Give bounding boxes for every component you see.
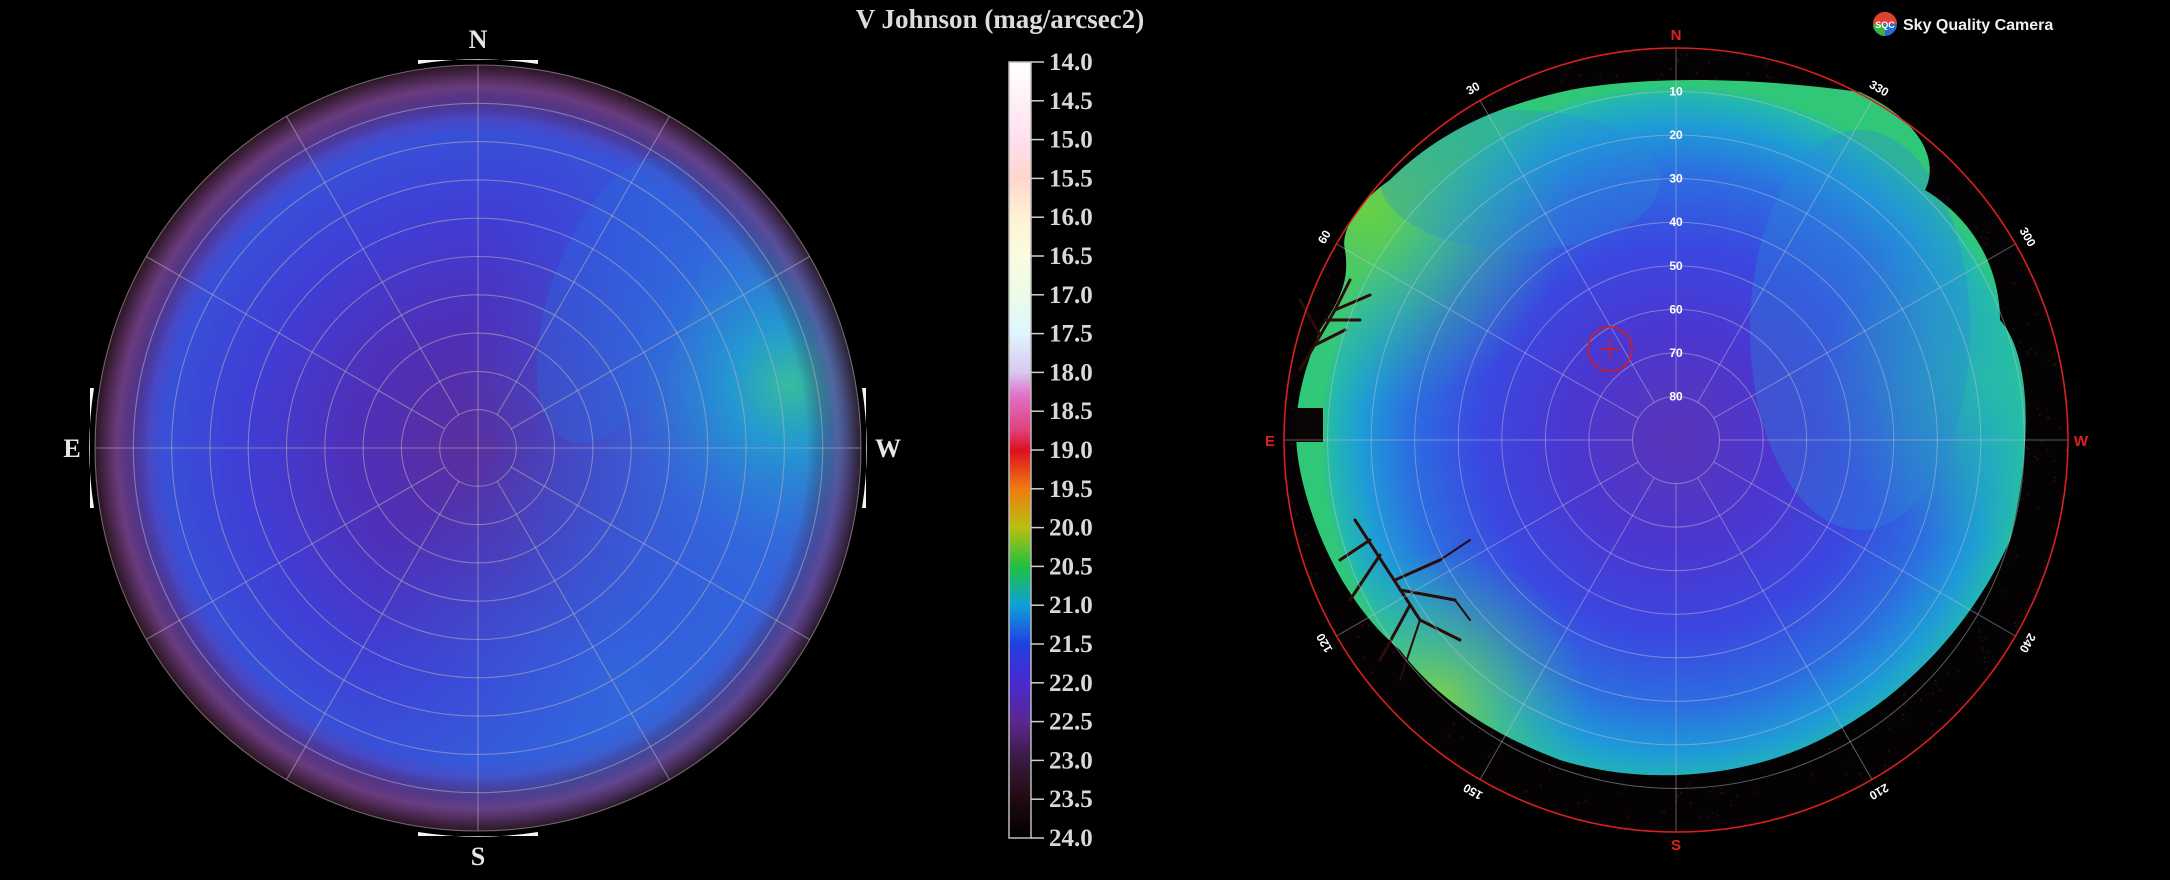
left-compass-east: E (63, 434, 80, 463)
right-grid-spoke (1336, 243, 1639, 419)
colorbar-title: V Johnson (mag/arcsec2) (856, 4, 1145, 34)
left-west-horizon-sliver (862, 388, 867, 508)
colorbar-tick-label: 14.0 (1049, 49, 1093, 76)
left-grid-spoke (510, 466, 810, 640)
right-outer-ring (1283, 47, 2069, 833)
left-grid-spoke (146, 256, 446, 430)
colorbar-tick-label: 17.5 (1049, 321, 1093, 348)
colorbar-tick-label: 14.5 (1049, 88, 1093, 115)
right-cardinal-north: N (1671, 27, 1682, 44)
left-grid-spoke (286, 480, 460, 780)
azimuth-label: 120 (1313, 631, 1335, 656)
colorbar-tick-label: 21.0 (1049, 592, 1093, 619)
colorbar-tick-label: 22.0 (1049, 670, 1093, 697)
colorbar-tick-label: 23.5 (1049, 786, 1093, 813)
brand-logo-text: SQC (1875, 20, 1895, 30)
colorbar-tick-label: 23.0 (1049, 747, 1093, 774)
right-grid-spoke (1479, 100, 1655, 403)
altitude-label: 40 (1669, 215, 1683, 229)
brand-logo: SQC (1873, 12, 1897, 36)
right-grid-ring (1631, 395, 1721, 485)
right-polar-grid (1284, 48, 2068, 832)
left-polar-grid (94, 64, 862, 832)
right-grid-ring (1370, 134, 1982, 746)
colorbar-tick-label: 15.0 (1049, 127, 1093, 154)
right-grid-ring (1414, 178, 1938, 702)
altitude-labels: 80 70 60 50 40 30 20 10 (1669, 85, 1683, 404)
colorbar-tick-label: 16.5 (1049, 243, 1093, 270)
building-silhouette (1295, 408, 1323, 442)
altitude-label: 50 (1669, 259, 1683, 273)
colorbar-tick-label: 19.5 (1049, 476, 1093, 503)
colorbar-ticks: 14.0 14.5 15.0 15.5 16.0 16.5 17.0 17.5 18.0 18.5… (1031, 49, 1093, 852)
colorbar-tick-label: 18.5 (1049, 398, 1093, 425)
azimuth-label: 240 (2016, 631, 2038, 656)
colorbar-tick-label: 20.5 (1049, 553, 1093, 580)
left-north-horizon-sliver (418, 59, 538, 64)
left-grid-spoke (510, 256, 810, 430)
colorbar-tick-label: 20.0 (1049, 515, 1093, 542)
right-grid-spoke (1479, 477, 1655, 780)
right-cardinal-west: W (2074, 433, 2089, 450)
altitude-label: 60 (1669, 302, 1683, 316)
left-polar-map: N S E W (63, 25, 901, 871)
colorbar-tick-label: 15.5 (1049, 165, 1093, 192)
right-grid-ring (1457, 221, 1895, 659)
azimuth-label: 30 (1464, 79, 1483, 98)
colorbar-tick-label: 22.5 (1049, 709, 1093, 736)
left-grid-spoke (146, 466, 446, 640)
right-grid-ring (1327, 91, 2025, 789)
altitude-label: 10 (1669, 85, 1683, 99)
colorbar-tick-label: 21.5 (1049, 631, 1093, 658)
azimuth-label: 300 (2017, 225, 2039, 250)
left-compass-south: S (471, 842, 485, 871)
left-grid-spoke (496, 116, 670, 416)
right-cardinal-south: S (1671, 837, 1681, 854)
left-south-horizon-sliver (418, 832, 538, 837)
brand-name: Sky Quality Camera (1903, 17, 2053, 34)
right-grid-spoke (1336, 461, 1639, 637)
colorbar-scale (1008, 61, 1032, 839)
colorbar-tick-label: 16.0 (1049, 204, 1093, 231)
right-grid-spoke (1713, 461, 2016, 637)
azimuth-label: 60 (1315, 227, 1334, 246)
right-grid-spoke (1697, 100, 1873, 403)
left-grid-spoke (286, 116, 460, 416)
colorbar: V Johnson (mag/arcsec2) 14.0 14.5 15.0 15.5… (856, 4, 1145, 852)
target-marker (1587, 326, 1633, 372)
altitude-label: 30 (1669, 172, 1683, 186)
left-compass-west: W (875, 434, 901, 463)
left-grid-spoke (496, 480, 670, 780)
right-sky-area (1296, 80, 2026, 776)
tree-silhouettes (1298, 278, 1471, 681)
colorbar-tick-label: 18.0 (1049, 359, 1093, 386)
azimuth-label: 210 (1867, 781, 1892, 803)
altitude-label: 70 (1669, 346, 1683, 360)
colorbar-tick-label: 19.0 (1049, 437, 1093, 464)
right-grid-spoke (1697, 477, 1873, 780)
left-east-horizon-sliver (89, 388, 94, 508)
azimuth-label: 330 (1867, 77, 1892, 99)
right-grid-ring (1588, 352, 1764, 528)
right-grid-ring (1501, 265, 1851, 615)
right-grid-spoke (1713, 243, 2016, 419)
colorbar-tick-label: 24.0 (1049, 825, 1093, 852)
left-compass-north: N (469, 25, 488, 54)
azimuth-label: 150 (1461, 780, 1486, 802)
right-grid-ring (1544, 308, 1808, 572)
right-cardinal-east: E (1265, 433, 1275, 450)
altitude-label: 80 (1669, 389, 1683, 403)
altitude-label: 20 (1669, 128, 1683, 142)
colorbar-tick-label: 17.0 (1049, 282, 1093, 309)
